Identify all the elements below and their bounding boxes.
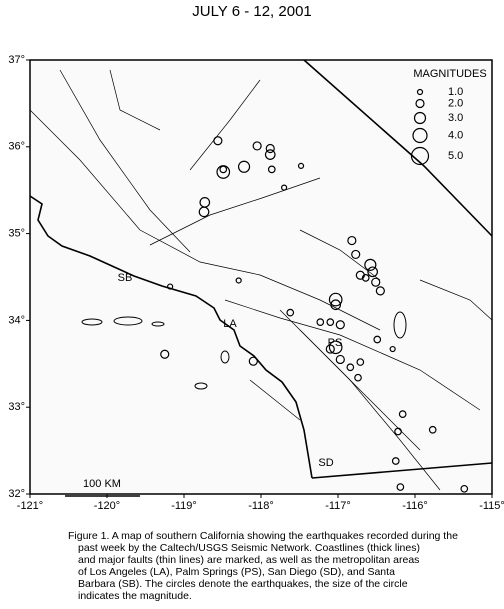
earthquake (248, 356, 258, 366)
earthquake (281, 184, 288, 191)
earthquake (367, 266, 378, 278)
caption-line: indicates the magnitude. (78, 590, 192, 602)
x-tick-label: -118° (248, 500, 274, 512)
earthquake (371, 277, 381, 287)
legend-symbol (412, 127, 428, 144)
earthquake (398, 410, 407, 418)
city-label: PS (328, 337, 343, 349)
earthquake (235, 277, 242, 284)
x-tick-label: -117° (325, 500, 351, 512)
legend-title: MAGNITUDES (413, 68, 486, 80)
caption-line: Figure 1. A map of southern California s… (68, 530, 458, 542)
title: JULY 6 - 12, 2001 (192, 3, 312, 20)
legend-label: 4.0 (448, 129, 463, 141)
caption-line: and major faults (thin lines) are marked… (78, 554, 419, 566)
earthquake (237, 160, 251, 173)
legend-label: 5.0 (448, 150, 463, 162)
basemap (29, 59, 493, 494)
earthquake (346, 363, 355, 372)
earthquake (354, 373, 362, 382)
earthquake (373, 335, 382, 344)
earthquake (328, 340, 343, 355)
caption-line: past week by the Caltech/USGS Seismic Ne… (78, 542, 420, 554)
earthquake (252, 141, 262, 151)
caption-line: of Los Angeles (LA), Palm Springs (PS), … (78, 566, 395, 578)
earthquake (328, 292, 343, 307)
earthquake (167, 283, 174, 290)
earthquake (394, 427, 402, 436)
earthquake (364, 258, 377, 271)
x-tick-label: -115° (479, 500, 504, 512)
y-tick-label: 35° (8, 228, 25, 240)
legend-label: 2.0 (448, 97, 463, 109)
earthquake (361, 274, 370, 282)
caption-line: Barbara (SB). The circles denote the ear… (78, 578, 408, 590)
legend-symbol (416, 88, 424, 96)
earthquake (356, 358, 365, 366)
legend-symbol (413, 111, 427, 125)
earthquake (316, 318, 325, 326)
scale-bar-label: 100 KM (83, 478, 121, 490)
earthquake (335, 354, 345, 365)
earthquake (160, 349, 170, 359)
earthquake (335, 320, 345, 330)
legend-symbol (415, 98, 425, 109)
earthquake (265, 143, 275, 154)
earthquake (347, 235, 357, 246)
earthquake (267, 165, 276, 174)
earthquake (330, 299, 342, 311)
earthquake (391, 457, 400, 465)
city-label: SB (118, 272, 133, 284)
earthquake (326, 318, 335, 326)
city-label: SD (318, 457, 333, 469)
earthquake (286, 308, 295, 317)
earthquake (216, 165, 231, 179)
y-tick-label: 36° (8, 141, 25, 153)
earthquake (396, 483, 405, 491)
earthquake (375, 286, 385, 296)
earthquake (460, 484, 469, 493)
earthquake (428, 425, 437, 434)
y-tick-label: 32° (8, 488, 25, 500)
x-tick-label: -121° (17, 500, 43, 512)
x-tick-label: -120° (94, 500, 120, 512)
x-tick-label: -116° (402, 500, 428, 512)
legend-symbol (410, 146, 430, 166)
earthquake (213, 136, 223, 146)
earthquake (264, 149, 276, 160)
earthquake (389, 345, 396, 353)
earthquake (297, 162, 305, 169)
map-frame (29, 59, 493, 495)
legend-label: 1.0 (448, 86, 463, 98)
y-tick-label: 33° (8, 401, 25, 413)
legend-label: 3.0 (448, 112, 463, 124)
city-label: LA (223, 318, 237, 330)
y-tick-label: 37° (8, 54, 25, 66)
x-tick-label: -119° (171, 500, 197, 512)
earthquake (351, 249, 361, 260)
earthquake (198, 206, 210, 218)
y-tick-label: 34° (8, 314, 25, 326)
